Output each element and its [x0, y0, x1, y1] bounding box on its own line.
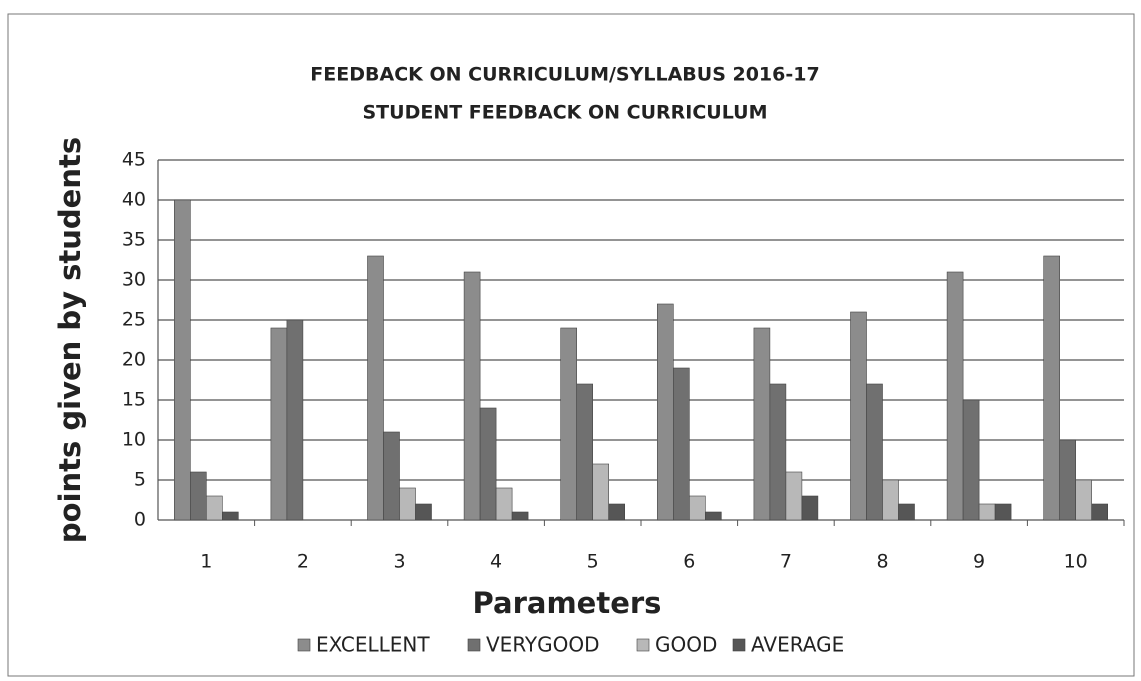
y-tick-label: 35 — [122, 229, 146, 251]
x-tick-label: 8 — [876, 551, 888, 573]
bar — [270, 327, 288, 521]
bar — [367, 255, 384, 521]
x-tick-label: 4 — [490, 551, 502, 573]
y-tick-label: 25 — [122, 309, 146, 331]
bar — [495, 487, 513, 521]
bar — [479, 407, 497, 521]
y-tick-label: 0 — [134, 509, 146, 531]
y-tick-label: 15 — [122, 389, 146, 411]
x-tick-label: 1 — [200, 551, 212, 573]
legend-swatch — [636, 638, 650, 652]
x-tick-label: 10 — [1064, 551, 1088, 573]
bar — [688, 495, 706, 521]
bar — [946, 271, 964, 521]
bar — [898, 503, 915, 521]
bar — [785, 471, 803, 521]
y-tick-label: 40 — [122, 189, 146, 211]
bar — [753, 327, 771, 521]
bar — [1075, 479, 1092, 521]
bar — [1059, 439, 1076, 521]
chart-subtitle: STUDENT FEEDBACK ON CURRICULUM — [363, 102, 768, 124]
bar — [801, 495, 819, 521]
bar — [222, 511, 239, 521]
legend-swatch — [732, 638, 746, 652]
bar — [592, 463, 610, 521]
bar — [866, 383, 883, 521]
bar — [994, 503, 1012, 521]
bar — [1043, 255, 1060, 521]
legend-label: EXCELLENT — [316, 633, 430, 657]
legend-swatch — [297, 638, 311, 652]
legend-label: AVERAGE — [751, 633, 844, 657]
x-tick-label: 5 — [587, 551, 599, 573]
bar — [608, 503, 626, 521]
x-tick-label: 2 — [297, 551, 309, 573]
bar — [415, 503, 432, 521]
x-tick-label: 3 — [393, 551, 405, 573]
bar — [1091, 503, 1108, 521]
legend-label: VERYGOOD — [486, 633, 600, 657]
bar — [962, 399, 980, 521]
bar — [463, 271, 481, 521]
bar — [850, 311, 867, 521]
bar — [656, 303, 674, 521]
legend-label: GOOD — [655, 633, 717, 657]
bar — [190, 471, 207, 521]
y-tick-label: 5 — [134, 469, 146, 491]
x-axis-label: Parameters — [473, 586, 662, 620]
bar — [206, 495, 223, 521]
bar — [511, 511, 529, 521]
bar — [978, 503, 996, 521]
y-tick-label: 10 — [122, 429, 146, 451]
bar — [769, 383, 787, 521]
bar — [882, 479, 899, 521]
bar — [286, 319, 304, 521]
x-tick-label: 9 — [973, 551, 985, 573]
y-tick-label: 45 — [122, 149, 146, 171]
bar — [704, 511, 722, 521]
bar — [672, 367, 690, 521]
x-tick-label: 7 — [780, 551, 792, 573]
chart-title: FEEDBACK ON CURRICULUM/SYLLABUS 2016-17 — [310, 64, 819, 86]
chart-frame — [7, 13, 1135, 677]
bar — [399, 487, 416, 521]
y-tick-label: 30 — [122, 269, 146, 291]
bar — [576, 383, 594, 521]
bar — [174, 199, 191, 521]
y-axis-label: points given by students — [53, 137, 87, 543]
x-tick-label: 6 — [683, 551, 695, 573]
y-tick-label: 20 — [122, 349, 146, 371]
bar — [383, 431, 400, 521]
bar — [560, 327, 578, 521]
legend-swatch — [467, 638, 481, 652]
